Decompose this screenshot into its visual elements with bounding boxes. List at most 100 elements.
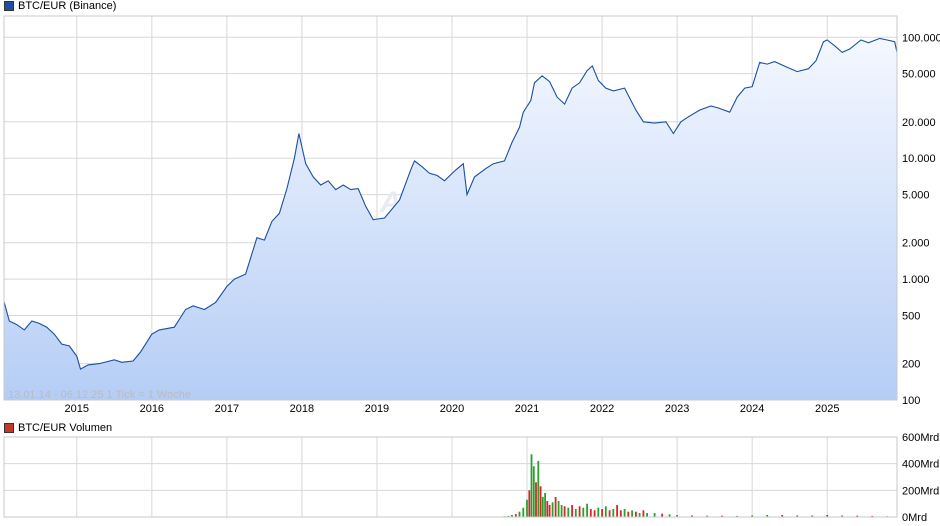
volume-bar	[766, 515, 769, 517]
volume-bar	[653, 513, 656, 517]
volume-bar	[557, 501, 560, 517]
volume-bar	[578, 506, 581, 517]
volume-bar	[638, 513, 641, 517]
volume-bar	[526, 499, 528, 517]
volume-legend: BTC/EUR Volumen	[4, 422, 112, 434]
price-x-tick-label: 2025	[815, 403, 839, 415]
volume-bar	[676, 515, 678, 517]
volume-bar	[856, 515, 859, 517]
price-y-tick-label: 50.000	[902, 69, 936, 81]
volume-bar	[635, 511, 637, 517]
volume-bar	[574, 509, 577, 517]
price-y-tick-label: 20.000	[902, 117, 936, 129]
price-area	[4, 38, 897, 401]
price-x-tick-label: 2021	[515, 403, 539, 415]
volume-bar	[627, 511, 630, 517]
volume-bar	[631, 510, 633, 517]
volume-bar	[582, 507, 585, 517]
volume-bar	[511, 515, 513, 517]
price-x-tick-label: 2016	[140, 403, 164, 415]
price-x-axis: 2015 2016 2017 2018 2019 2020 2021 2022 2023 2024…	[65, 403, 840, 415]
price-x-tick-label: 2024	[740, 403, 764, 415]
volume-bar	[841, 515, 844, 517]
volume-bar	[706, 515, 708, 517]
volume-bar	[507, 515, 510, 517]
volume-bar	[661, 513, 663, 517]
volume-bar	[871, 515, 874, 517]
volume-bar	[589, 509, 592, 517]
price-y-tick-label: 10.000	[902, 153, 936, 165]
price-x-tick-label: 2020	[440, 403, 464, 415]
volume-bar	[604, 506, 607, 517]
price-legend-label: BTC/EUR (Binance)	[18, 0, 117, 12]
volume-bar	[586, 503, 588, 517]
volume-legend-label: BTC/EUR Volumen	[18, 422, 113, 434]
volume-bar	[518, 511, 521, 517]
volume-y-tick-label: 400Mrd	[902, 459, 939, 471]
price-frame	[3, 15, 898, 401]
price-x-tick-label: 2015	[65, 403, 89, 415]
volume-bar	[546, 501, 549, 517]
price-y-tick-label: 100.000	[902, 32, 940, 44]
volume-bar	[541, 497, 544, 517]
volume-bar	[554, 497, 557, 517]
price-x-tick-label: 2018	[290, 403, 314, 415]
volume-bar	[736, 515, 739, 517]
price-y-tick-label: 100	[902, 395, 920, 407]
volume-bar	[826, 515, 829, 517]
volume-bar	[530, 454, 533, 517]
volume-y-tick-label: 200Mrd	[902, 485, 939, 497]
volume-bar	[623, 509, 626, 517]
volume-bar	[563, 506, 566, 517]
price-y-tick-label: 5.000	[902, 190, 930, 202]
volume-bar	[691, 515, 693, 517]
volume-bar	[571, 505, 573, 517]
price-legend: BTC/EUR (Binance)	[4, 0, 116, 12]
volume-bar	[544, 493, 546, 517]
volume-bar	[642, 510, 645, 517]
price-legend-swatch	[4, 1, 14, 11]
price-x-tick-label: 2023	[665, 403, 689, 415]
volume-bar	[539, 486, 542, 517]
volume-bar	[721, 515, 724, 517]
price-y-tick-label: 200	[902, 359, 920, 371]
volume-bar	[616, 505, 618, 517]
volume-bar	[567, 507, 570, 517]
volume-bar	[551, 502, 554, 517]
price-x-tick-label: 2017	[215, 403, 239, 415]
price-x-tick-label: 2022	[590, 403, 614, 415]
volume-bar	[537, 461, 540, 517]
volume-frame	[3, 436, 898, 518]
price-y-tick-label: 2.000	[902, 238, 930, 250]
volume-y-tick-label: 0Mrd	[902, 512, 927, 524]
volume-bar	[781, 515, 784, 517]
price-y-tick-label: 1.000	[902, 274, 930, 286]
date-range-info: 13.01.14 - 06.12.25 1 Tick = 1 Woche	[8, 389, 191, 401]
volume-bar	[528, 490, 531, 517]
volume-y-axis: 0Mrd 200Mrd 400Mrd 600Mrd	[902, 432, 939, 524]
volume-bar	[612, 509, 615, 517]
volume-bar	[548, 505, 551, 517]
price-line	[3, 37, 898, 370]
volume-bar	[535, 482, 537, 517]
volume-bar	[514, 514, 517, 517]
volume-bar	[597, 507, 600, 517]
volume-y-tick-label: 600Mrd	[902, 432, 939, 444]
volume-bar	[560, 505, 563, 517]
volume-bar	[532, 466, 535, 517]
price-y-tick-label: 500	[902, 310, 920, 322]
volume-bar	[593, 510, 596, 517]
volume-grid	[4, 436, 897, 518]
volume-bar	[608, 510, 611, 517]
volume-bar	[522, 507, 525, 517]
volume-bar	[668, 514, 671, 517]
price-y-axis: 100 200 500 1.000 2.000 5.000 10.000 20.000 50.0…	[902, 32, 940, 407]
volume-bars	[443, 454, 889, 517]
volume-bar	[811, 515, 814, 517]
price-x-tick-label: 2019	[365, 403, 389, 415]
volume-bar	[601, 509, 603, 517]
volume-bar	[619, 510, 622, 517]
volume-bar	[646, 513, 648, 517]
volume-bar	[751, 515, 754, 517]
